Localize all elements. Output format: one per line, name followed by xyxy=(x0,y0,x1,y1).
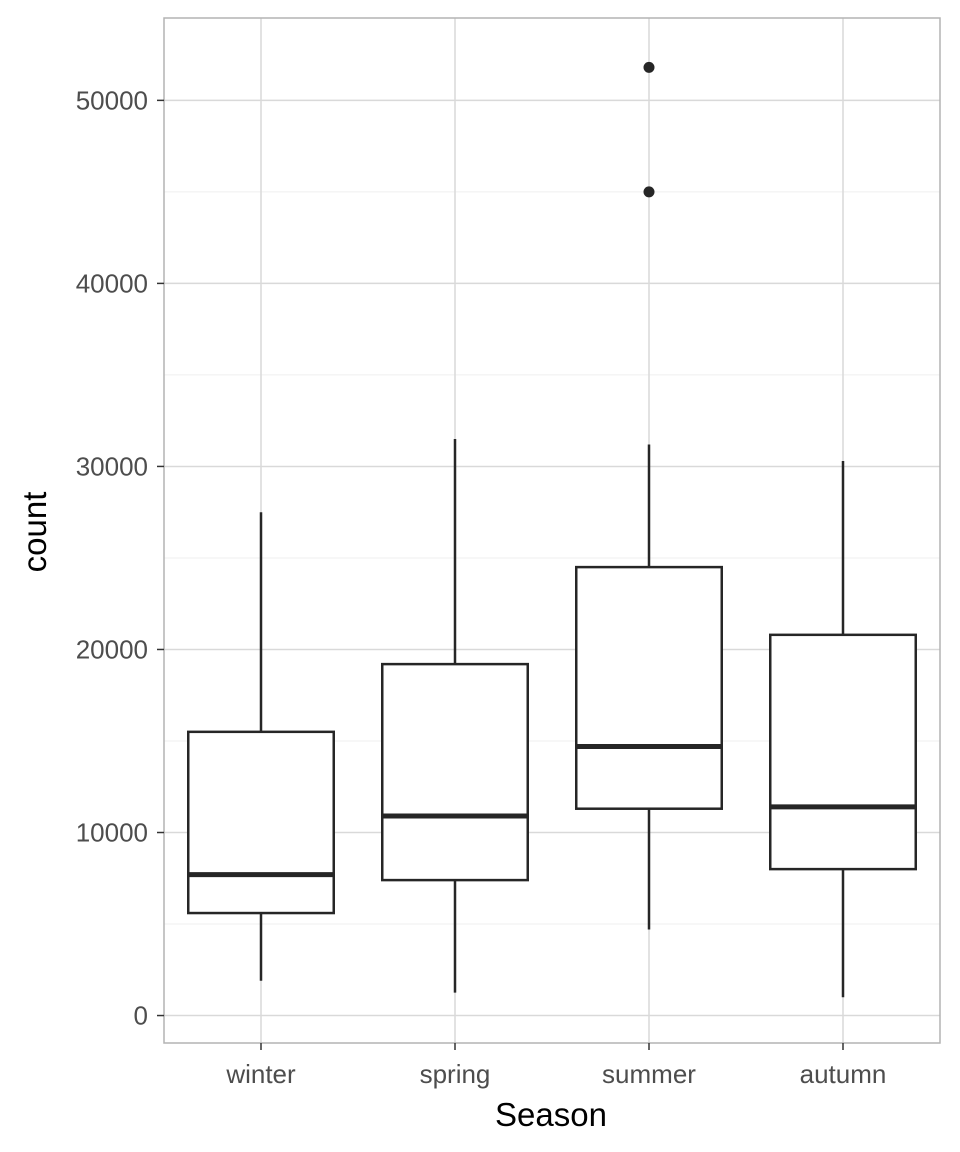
y-tick-label: 30000 xyxy=(76,451,148,481)
x-tick-label: autumn xyxy=(800,1059,887,1089)
y-tick-label: 40000 xyxy=(76,268,148,298)
box-iqr xyxy=(575,565,723,810)
panel-border xyxy=(163,17,941,1044)
y-axis-title: count xyxy=(16,492,53,573)
box-iqr xyxy=(769,633,917,871)
y-tick-label: 20000 xyxy=(76,634,148,664)
outlier-point xyxy=(643,186,655,198)
box-autumn xyxy=(769,460,917,998)
x-axis-title: Season xyxy=(495,1096,607,1133)
x-tick-label: summer xyxy=(602,1059,696,1089)
axis-layer: 0 10000 20000 30000 40000 50000 winter spring su… xyxy=(76,85,887,1089)
box-layer xyxy=(187,61,917,998)
box-spring xyxy=(381,438,529,993)
y-tick-label: 10000 xyxy=(76,818,148,848)
x-tick-label: spring xyxy=(420,1059,491,1089)
outlier-point xyxy=(643,61,655,73)
x-tick-label: winter xyxy=(225,1059,296,1089)
y-tick-label: 0 xyxy=(134,1001,148,1031)
box-iqr xyxy=(381,662,529,882)
box-summer xyxy=(575,61,723,930)
box-iqr xyxy=(187,730,335,915)
box-winter xyxy=(187,512,335,981)
y-tick-label: 50000 xyxy=(76,85,148,115)
